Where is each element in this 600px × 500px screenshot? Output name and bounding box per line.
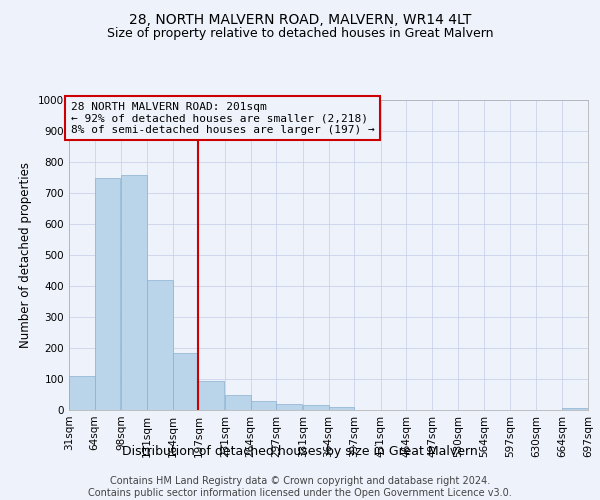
- Bar: [251, 400, 276, 410]
- Bar: [303, 406, 329, 410]
- Bar: [69, 376, 95, 410]
- Text: 28 NORTH MALVERN ROAD: 201sqm
← 92% of detached houses are smaller (2,218)
8% of: 28 NORTH MALVERN ROAD: 201sqm ← 92% of d…: [71, 102, 374, 134]
- Bar: [121, 176, 147, 410]
- Bar: [173, 352, 199, 410]
- Text: Distribution of detached houses by size in Great Malvern: Distribution of detached houses by size …: [122, 444, 478, 458]
- Bar: [276, 404, 302, 410]
- Bar: [329, 407, 354, 410]
- Text: Size of property relative to detached houses in Great Malvern: Size of property relative to detached ho…: [107, 28, 493, 40]
- Y-axis label: Number of detached properties: Number of detached properties: [19, 162, 32, 348]
- Text: Contains HM Land Registry data © Crown copyright and database right 2024.
Contai: Contains HM Land Registry data © Crown c…: [88, 476, 512, 498]
- Bar: [147, 280, 173, 410]
- Bar: [225, 394, 251, 410]
- Text: 28, NORTH MALVERN ROAD, MALVERN, WR14 4LT: 28, NORTH MALVERN ROAD, MALVERN, WR14 4L…: [129, 12, 471, 26]
- Bar: [562, 408, 588, 410]
- Bar: [199, 381, 224, 410]
- Bar: [95, 178, 121, 410]
